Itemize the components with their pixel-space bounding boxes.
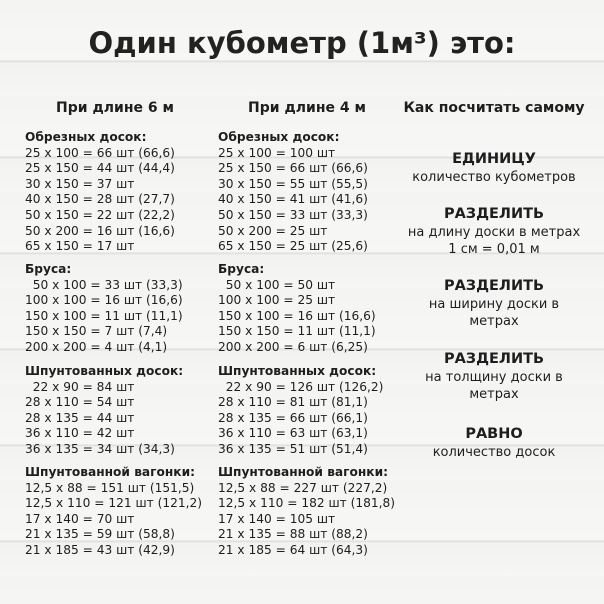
section-heading: Шпунтованной вагонки: [25, 465, 195, 479]
list-item: 40 х 150 = 41 шт (41,6) [218, 192, 368, 207]
col4-section: Шпунтованной вагонки: 12,5 х 88 = 227 шт … [218, 465, 395, 559]
step-text: на ширину доски в [428, 297, 560, 312]
step-keyword: РАВНО [465, 426, 523, 442]
list-item: 100 х 100 = 25 шт [218, 293, 336, 308]
section-heading: Бруса: [25, 262, 72, 276]
page-title: Один кубометр (1м³) это: [88, 26, 516, 60]
step-text: количество кубометров [412, 170, 576, 185]
list-item: 100 х 100 = 16 шт (16,6) [25, 293, 183, 308]
section-heading: Шпунтованной вагонки: [218, 465, 388, 479]
list-item: 65 х 150 = 17 шт [25, 239, 135, 254]
list-item: 150 х 100 = 16 шт (16,6) [218, 308, 376, 323]
step-keyword: РАЗДЕЛИТЬ [443, 351, 545, 367]
step-keyword: РАЗДЕЛИТЬ [443, 206, 545, 222]
list-item: 50 х 100 = 33 шт (33,3) [25, 277, 183, 292]
col6-section: Бруса: 50 х 100 = 33 шт (33,3) 100 х 100 … [25, 262, 183, 356]
list-item: 36 х 135 = 34 шт (34,3) [25, 441, 175, 456]
section-heading: Шпунтованных досок: [218, 364, 377, 378]
list-item: 30 х 150 = 55 шт (55,5) [218, 176, 368, 191]
list-item: 28 х 110 = 81 шт (81,1) [218, 395, 368, 410]
header-6m: При длине 6 м [56, 100, 174, 116]
list-item: 25 х 150 = 44 шт (44,4) [25, 161, 175, 176]
step-text: количество досок [432, 445, 556, 460]
list-item: 65 х 150 = 25 шт (25,6) [218, 239, 368, 254]
header-calc: Как посчитать самому [403, 100, 585, 116]
list-item: 36 х 135 = 51 шт (51,4) [218, 441, 368, 456]
calc-step: РАЗДЕЛИТЬ на толщину доски в метрах [395, 350, 593, 403]
list-item: 200 х 200 = 4 шт (4,1) [25, 339, 168, 354]
list-item: 12,5 х 110 = 121 шт (121,2) [25, 496, 202, 511]
list-item: 22 х 90 = 84 шт [25, 379, 135, 394]
list-item: 36 х 110 = 63 шт (63,1) [218, 426, 368, 441]
list-item: 25 х 100 = 66 шт (66,6) [25, 145, 175, 160]
list-item: 200 х 200 = 6 шт (6,25) [218, 339, 368, 354]
col6-section: Шпунтованных досок: 22 х 90 = 84 шт 28 х … [25, 364, 183, 458]
list-item: 12,5 х 110 = 182 шт (181,8) [218, 496, 395, 511]
list-item: 21 х 135 = 59 шт (58,8) [25, 527, 175, 542]
section-heading: Обрезных досок: [218, 130, 340, 144]
list-item: 40 х 150 = 28 шт (27,7) [25, 192, 175, 207]
list-item: 50 х 100 = 50 шт [218, 277, 336, 292]
list-item: 150 х 150 = 7 шт (7,4) [25, 324, 168, 339]
col4-section: Бруса: 50 х 100 = 50 шт 100 х 100 = 25 шт… [218, 262, 376, 356]
list-item: 28 х 135 = 66 шт (66,1) [218, 410, 368, 425]
calc-step: РАВНО количество досок [395, 425, 593, 461]
step-text: на толщину доски в [425, 370, 563, 385]
list-item: 22 х 90 = 126 шт (126,2) [218, 379, 384, 394]
list-item: 150 х 100 = 11 шт (11,1) [25, 308, 183, 323]
step-text: на длину доски в метрах [407, 225, 581, 240]
list-item: 17 х 140 = 105 шт [218, 511, 336, 526]
step-keyword: РАЗДЕЛИТЬ [443, 278, 545, 294]
step-text: метрах [469, 387, 519, 402]
section-heading: Шпунтованных досок: [25, 364, 184, 378]
list-item: 50 х 200 = 25 шт [218, 223, 328, 238]
section-heading: Обрезных досок: [25, 130, 147, 144]
list-item: 36 х 110 = 42 шт [25, 426, 135, 441]
list-item: 17 х 140 = 70 шт [25, 511, 135, 526]
header-4m: При длине 4 м [248, 100, 366, 116]
calc-step: ЕДИНИЦУ количество кубометров [395, 150, 593, 186]
step-text: 1 см = 0,01 м [448, 242, 540, 257]
step-keyword: ЕДИНИЦУ [452, 151, 536, 167]
list-item: 21 х 185 = 43 шт (42,9) [25, 542, 175, 557]
list-item: 50 х 200 = 16 шт (16,6) [25, 223, 175, 238]
list-item: 25 х 100 = 100 шт [218, 145, 336, 160]
list-item: 12,5 х 88 = 227 шт (227,2) [218, 480, 388, 495]
step-text: метрах [469, 314, 519, 329]
list-item: 50 х 150 = 33 шт (33,3) [218, 207, 368, 222]
list-item: 28 х 135 = 44 шт [25, 410, 135, 425]
calc-step: РАЗДЕЛИТЬ на длину доски в метрах 1 см = 0… [395, 205, 593, 258]
list-item: 28 х 110 = 54 шт [25, 395, 135, 410]
list-item: 12,5 х 88 = 151 шт (151,5) [25, 480, 195, 495]
col6-section: Обрезных досок: 25 х 100 = 66 шт (66,6) 25… [25, 130, 175, 255]
list-item: 21 х 135 = 88 шт (88,2) [218, 527, 368, 542]
list-item: 25 х 150 = 66 шт (66,6) [218, 161, 368, 176]
list-item: 150 х 150 = 11 шт (11,1) [218, 324, 376, 339]
col4-section: Обрезных досок: 25 х 100 = 100 шт 25 х 150… [218, 130, 368, 255]
col6-section: Шпунтованной вагонки: 12,5 х 88 = 151 шт … [25, 465, 202, 559]
col4-section: Шпунтованных досок: 22 х 90 = 126 шт (12… [218, 364, 383, 458]
list-item: 50 х 150 = 22 шт (22,2) [25, 207, 175, 222]
list-item: 21 х 185 = 64 шт (64,3) [218, 542, 368, 557]
calc-step: РАЗДЕЛИТЬ на ширину доски в метрах [395, 277, 593, 330]
section-heading: Бруса: [218, 262, 265, 276]
list-item: 30 х 150 = 37 шт [25, 176, 135, 191]
